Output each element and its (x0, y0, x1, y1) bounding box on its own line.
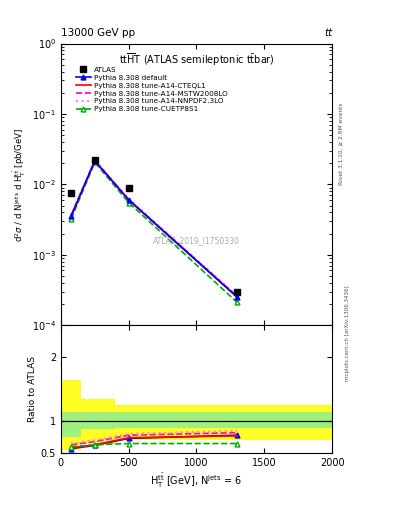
Y-axis label: d$^2\sigma$ / d N$^{\rm jets}$ d H$_{\rm T}^{\rm t\bar{t}}$ [pb/GeV]: d$^2\sigma$ / d N$^{\rm jets}$ d H$_{\rm… (11, 127, 28, 242)
Text: tt$\overline{\rm H}$T (ATLAS semileptonic t$\bar{\rm t}$bar): tt$\overline{\rm H}$T (ATLAS semileptoni… (119, 52, 274, 69)
Text: ATLAS_2019_I1750330: ATLAS_2019_I1750330 (153, 236, 240, 245)
Text: tt: tt (324, 28, 332, 38)
Text: Rivet 3.1.10, ≥ 2.8M events: Rivet 3.1.10, ≥ 2.8M events (339, 102, 344, 185)
Y-axis label: Ratio to ATLAS: Ratio to ATLAS (28, 356, 37, 422)
X-axis label: H$_{\rm T}^{\rm t\bar{t}}$ [GeV], N$^{\rm jets}$ = 6: H$_{\rm T}^{\rm t\bar{t}}$ [GeV], N$^{\r… (151, 472, 242, 490)
Text: mcplots.cern.ch [arXiv:1306.3436]: mcplots.cern.ch [arXiv:1306.3436] (345, 285, 350, 380)
Legend: ATLAS, Pythia 8.308 default, Pythia 8.308 tune-A14-CTEQL1, Pythia 8.308 tune-A14: ATLAS, Pythia 8.308 default, Pythia 8.30… (73, 64, 231, 115)
Text: 13000 GeV pp: 13000 GeV pp (61, 28, 135, 38)
